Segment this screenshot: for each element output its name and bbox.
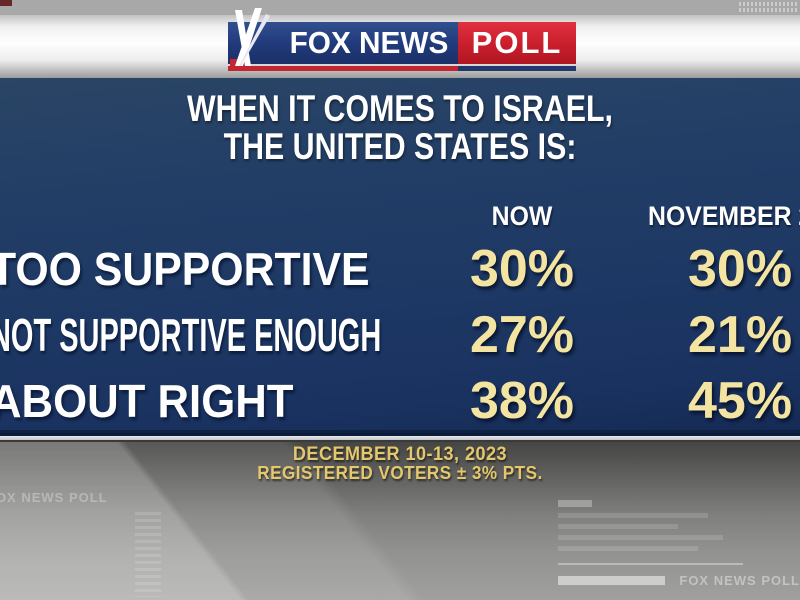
watermark-right: FOX NEWS POLL (679, 573, 800, 588)
row-value-now: 30% (469, 240, 575, 298)
row-value-november: 30% (688, 240, 793, 298)
lower-third-background: DECEMBER 10-13, 2023 REGISTERED VOTERS ±… (0, 442, 800, 600)
table-row: NOT SUPPORTIVE ENOUGH 27% 21% (0, 303, 800, 367)
faint-bar (558, 576, 666, 585)
row-label: NOT SUPPORTIVE ENOUGH (0, 309, 382, 361)
column-header-now: NOW (491, 201, 553, 231)
row-value-now: 27% (469, 306, 575, 364)
red-underline (228, 66, 458, 71)
logo-boxes: FOX NEWS POLL (228, 8, 576, 68)
faint-text-line (558, 535, 723, 540)
silver-divider (0, 436, 800, 440)
row-value-now: 38% (469, 372, 575, 430)
column-header-november-2023: NOVEMBER 2023 (648, 201, 800, 231)
faint-text-line (558, 513, 708, 518)
poll-wordmark: POLL (471, 25, 563, 60)
faint-text-line (558, 546, 698, 551)
corner-mark (0, 0, 12, 6)
poll-sample-note: REGISTERED VOTERS ± 3% PTS. (257, 463, 543, 483)
faint-texture (135, 512, 161, 597)
row-value-november: 45% (688, 372, 793, 430)
fox-news-box: FOX NEWS (228, 8, 458, 68)
blue-underline (458, 66, 576, 71)
row-label: TOO SUPPORTIVE (0, 243, 370, 295)
row-label: ABOUT RIGHT (0, 375, 294, 427)
fox-news-wordmark: FOX NEWS (289, 25, 448, 60)
faint-text-line (558, 500, 592, 507)
table-row: ABOUT RIGHT 38% 45% (0, 369, 800, 433)
divider-shadow (0, 440, 800, 442)
poll-box: POLL (458, 22, 576, 64)
poll-question-line2: THE UNITED STATES IS: (223, 126, 577, 167)
fox-news-poll-logo: FOX NEWS POLL (228, 8, 576, 71)
searchlight-icon (230, 8, 270, 68)
faint-ticker-text (739, 2, 797, 6)
table-row: TOO SUPPORTIVE 30% 30% (0, 237, 800, 301)
row-value-november: 21% (688, 306, 793, 364)
watermark-left: FOX NEWS POLL (0, 490, 108, 505)
watermark-right-block: FOX NEWS POLL (558, 500, 800, 588)
top-gray-band (0, 0, 800, 15)
poll-question-line1: WHEN IT COMES TO ISRAEL, (187, 88, 613, 129)
panel-bottom-border (0, 433, 800, 436)
faint-rule (558, 563, 743, 565)
faint-text-line (558, 524, 678, 529)
logo-underline (228, 66, 576, 71)
poll-dates: DECEMBER 10-13, 2023 (292, 444, 508, 465)
poll-panel: WHEN IT COMES TO ISRAEL, THE UNITED STAT… (0, 78, 800, 433)
faint-ticker-text (739, 8, 797, 12)
